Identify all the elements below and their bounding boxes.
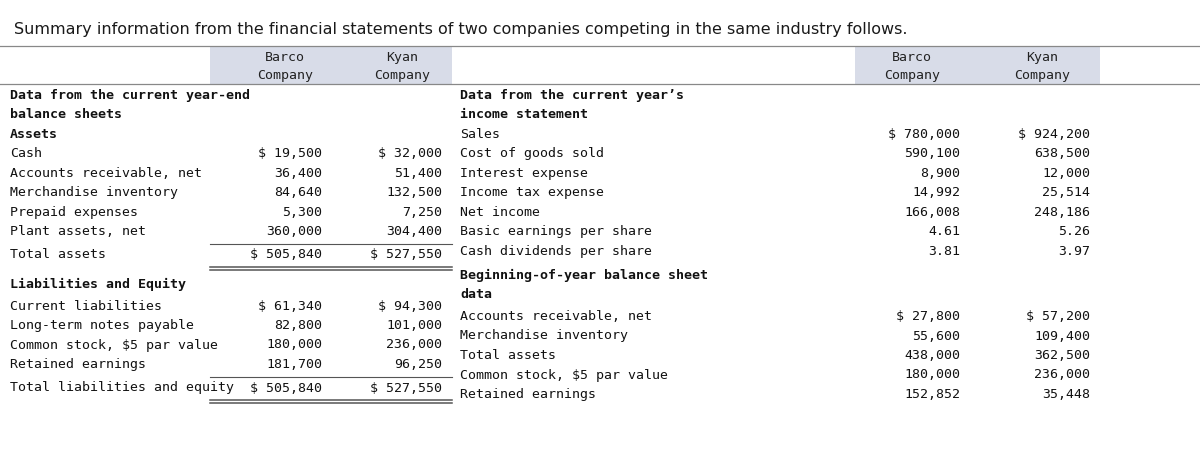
Text: Current liabilities: Current liabilities bbox=[10, 300, 162, 312]
Text: Income tax expense: Income tax expense bbox=[460, 186, 604, 199]
Text: 638,500: 638,500 bbox=[1034, 147, 1090, 160]
Text: 5.26: 5.26 bbox=[1058, 225, 1090, 238]
Text: 101,000: 101,000 bbox=[386, 319, 442, 332]
Text: 109,400: 109,400 bbox=[1034, 329, 1090, 343]
Text: 36,400: 36,400 bbox=[274, 166, 322, 180]
Text: Beginning-of-year balance sheet: Beginning-of-year balance sheet bbox=[460, 269, 708, 282]
Text: 3.97: 3.97 bbox=[1058, 245, 1090, 257]
Text: 3.81: 3.81 bbox=[928, 245, 960, 257]
Text: Cost of goods sold: Cost of goods sold bbox=[460, 147, 604, 160]
Text: $ 19,500: $ 19,500 bbox=[258, 147, 322, 160]
Text: $ 505,840: $ 505,840 bbox=[250, 248, 322, 262]
Text: 4.61: 4.61 bbox=[928, 225, 960, 238]
Text: Summary information from the financial statements of two companies competing in : Summary information from the financial s… bbox=[14, 22, 907, 37]
Text: 12,000: 12,000 bbox=[1042, 166, 1090, 180]
Text: Sales: Sales bbox=[460, 128, 500, 140]
Text: Liabilities and Equity: Liabilities and Equity bbox=[10, 278, 186, 291]
Text: $ 61,340: $ 61,340 bbox=[258, 300, 322, 312]
Text: $ 780,000: $ 780,000 bbox=[888, 128, 960, 140]
Text: Net income: Net income bbox=[460, 206, 540, 219]
Text: 362,500: 362,500 bbox=[1034, 349, 1090, 362]
Text: 360,000: 360,000 bbox=[266, 225, 322, 238]
Text: 82,800: 82,800 bbox=[274, 319, 322, 332]
Bar bbox=[210, 46, 452, 84]
Text: 152,852: 152,852 bbox=[904, 388, 960, 401]
Text: Cash dividends per share: Cash dividends per share bbox=[460, 245, 652, 257]
Text: 55,600: 55,600 bbox=[912, 329, 960, 343]
Text: income statement: income statement bbox=[460, 108, 588, 121]
Text: Kyan
Company: Kyan Company bbox=[1014, 51, 1070, 82]
Text: 5,300: 5,300 bbox=[282, 206, 322, 219]
Text: $ 527,550: $ 527,550 bbox=[370, 382, 442, 394]
Text: 7,250: 7,250 bbox=[402, 206, 442, 219]
Text: Merchandise inventory: Merchandise inventory bbox=[10, 186, 178, 199]
Text: Long-term notes payable: Long-term notes payable bbox=[10, 319, 194, 332]
Text: Retained earnings: Retained earnings bbox=[460, 388, 596, 401]
Text: 438,000: 438,000 bbox=[904, 349, 960, 362]
Text: 14,992: 14,992 bbox=[912, 186, 960, 199]
Text: 248,186: 248,186 bbox=[1034, 206, 1090, 219]
Text: Prepaid expenses: Prepaid expenses bbox=[10, 206, 138, 219]
Text: Common stock, $5 par value: Common stock, $5 par value bbox=[460, 368, 668, 382]
Text: $ 505,840: $ 505,840 bbox=[250, 382, 322, 394]
Text: 236,000: 236,000 bbox=[386, 338, 442, 352]
Text: 25,514: 25,514 bbox=[1042, 186, 1090, 199]
Text: $ 32,000: $ 32,000 bbox=[378, 147, 442, 160]
Text: 51,400: 51,400 bbox=[394, 166, 442, 180]
Text: Data from the current year-end: Data from the current year-end bbox=[10, 89, 250, 101]
Text: Total assets: Total assets bbox=[460, 349, 556, 362]
Text: 304,400: 304,400 bbox=[386, 225, 442, 238]
Text: Common stock, $5 par value: Common stock, $5 par value bbox=[10, 338, 218, 352]
Text: $ 527,550: $ 527,550 bbox=[370, 248, 442, 262]
Text: Data from the current year’s: Data from the current year’s bbox=[460, 89, 684, 101]
Text: Total assets: Total assets bbox=[10, 248, 106, 262]
Text: 35,448: 35,448 bbox=[1042, 388, 1090, 401]
Text: Plant assets, net: Plant assets, net bbox=[10, 225, 146, 238]
Text: Accounts receivable, net: Accounts receivable, net bbox=[10, 166, 202, 180]
Text: Basic earnings per share: Basic earnings per share bbox=[460, 225, 652, 238]
Text: Kyan
Company: Kyan Company bbox=[374, 51, 430, 82]
Text: balance sheets: balance sheets bbox=[10, 108, 122, 121]
Text: 236,000: 236,000 bbox=[1034, 368, 1090, 382]
Text: $ 924,200: $ 924,200 bbox=[1018, 128, 1090, 140]
Text: 180,000: 180,000 bbox=[904, 368, 960, 382]
Text: Accounts receivable, net: Accounts receivable, net bbox=[460, 310, 652, 323]
Text: $ 27,800: $ 27,800 bbox=[896, 310, 960, 323]
Text: Total liabilities and equity: Total liabilities and equity bbox=[10, 382, 234, 394]
Text: Barco
Company: Barco Company bbox=[884, 51, 940, 82]
Text: data: data bbox=[460, 289, 492, 301]
Text: $ 57,200: $ 57,200 bbox=[1026, 310, 1090, 323]
Text: 84,640: 84,640 bbox=[274, 186, 322, 199]
Text: Barco
Company: Barco Company bbox=[257, 51, 313, 82]
Text: 132,500: 132,500 bbox=[386, 186, 442, 199]
Bar bbox=[854, 46, 1100, 84]
Text: 8,900: 8,900 bbox=[920, 166, 960, 180]
Text: Cash: Cash bbox=[10, 147, 42, 160]
Text: Merchandise inventory: Merchandise inventory bbox=[460, 329, 628, 343]
Text: 96,250: 96,250 bbox=[394, 358, 442, 371]
Text: 181,700: 181,700 bbox=[266, 358, 322, 371]
Text: 590,100: 590,100 bbox=[904, 147, 960, 160]
Text: 166,008: 166,008 bbox=[904, 206, 960, 219]
Text: Assets: Assets bbox=[10, 128, 58, 140]
Text: 180,000: 180,000 bbox=[266, 338, 322, 352]
Text: Interest expense: Interest expense bbox=[460, 166, 588, 180]
Text: Retained earnings: Retained earnings bbox=[10, 358, 146, 371]
Text: $ 94,300: $ 94,300 bbox=[378, 300, 442, 312]
